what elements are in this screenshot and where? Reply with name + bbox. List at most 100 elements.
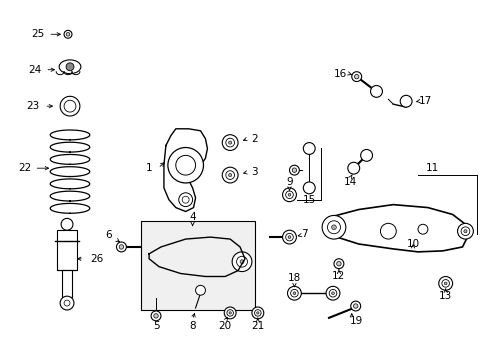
Circle shape bbox=[182, 196, 189, 203]
Circle shape bbox=[303, 182, 315, 194]
Text: 12: 12 bbox=[332, 271, 345, 282]
Circle shape bbox=[195, 285, 205, 295]
Circle shape bbox=[285, 233, 293, 241]
Circle shape bbox=[328, 289, 336, 297]
Text: 25: 25 bbox=[31, 29, 44, 39]
Circle shape bbox=[179, 193, 192, 207]
Ellipse shape bbox=[59, 60, 81, 74]
Circle shape bbox=[116, 242, 126, 252]
Circle shape bbox=[66, 32, 70, 36]
Bar bbox=[62, 270, 72, 297]
Circle shape bbox=[289, 165, 299, 175]
Circle shape bbox=[60, 296, 74, 310]
Circle shape bbox=[66, 63, 74, 71]
Circle shape bbox=[232, 252, 251, 271]
Circle shape bbox=[441, 280, 448, 287]
Circle shape bbox=[351, 72, 361, 82]
Text: 23: 23 bbox=[26, 101, 39, 111]
Text: 14: 14 bbox=[344, 177, 357, 187]
Circle shape bbox=[417, 224, 427, 234]
Circle shape bbox=[370, 85, 382, 97]
Text: 8: 8 bbox=[189, 321, 196, 331]
Circle shape bbox=[167, 148, 203, 183]
Circle shape bbox=[226, 310, 233, 316]
Circle shape bbox=[322, 215, 345, 239]
Circle shape bbox=[254, 310, 261, 316]
Circle shape bbox=[438, 276, 452, 290]
Circle shape bbox=[240, 260, 244, 264]
Circle shape bbox=[119, 245, 123, 249]
Text: 10: 10 bbox=[406, 239, 419, 249]
Text: 3: 3 bbox=[251, 167, 258, 177]
Circle shape bbox=[353, 304, 357, 308]
Text: 6: 6 bbox=[105, 230, 112, 240]
Text: 7: 7 bbox=[301, 229, 307, 239]
Text: 4: 4 bbox=[189, 212, 196, 222]
Text: 16: 16 bbox=[334, 69, 347, 79]
Circle shape bbox=[333, 259, 343, 269]
Circle shape bbox=[228, 312, 231, 314]
Circle shape bbox=[457, 223, 472, 239]
Circle shape bbox=[65, 102, 74, 111]
Circle shape bbox=[336, 261, 341, 266]
Text: 11: 11 bbox=[426, 163, 439, 173]
Circle shape bbox=[154, 314, 158, 318]
Text: 22: 22 bbox=[18, 163, 31, 173]
Text: 19: 19 bbox=[349, 316, 363, 326]
Circle shape bbox=[225, 138, 234, 147]
Text: 1: 1 bbox=[145, 163, 152, 173]
Circle shape bbox=[325, 286, 339, 300]
Text: 9: 9 bbox=[285, 177, 292, 187]
Circle shape bbox=[228, 174, 231, 177]
Text: 17: 17 bbox=[418, 96, 432, 106]
Circle shape bbox=[60, 96, 80, 116]
Circle shape bbox=[399, 95, 411, 107]
Text: 15: 15 bbox=[302, 195, 315, 205]
Circle shape bbox=[444, 282, 446, 285]
Circle shape bbox=[236, 256, 247, 267]
Circle shape bbox=[360, 149, 372, 161]
Circle shape bbox=[285, 191, 293, 199]
Circle shape bbox=[251, 307, 263, 319]
Circle shape bbox=[151, 311, 161, 321]
Circle shape bbox=[282, 230, 296, 244]
Circle shape bbox=[61, 219, 73, 230]
Bar bbox=[141, 221, 254, 310]
Circle shape bbox=[228, 141, 231, 144]
Circle shape bbox=[347, 162, 359, 174]
Text: 20: 20 bbox=[218, 321, 231, 331]
Text: 21: 21 bbox=[251, 321, 264, 331]
Circle shape bbox=[256, 312, 259, 314]
Circle shape bbox=[287, 236, 290, 238]
Circle shape bbox=[380, 223, 395, 239]
Circle shape bbox=[225, 171, 234, 179]
Text: 18: 18 bbox=[287, 274, 301, 283]
Circle shape bbox=[303, 143, 315, 154]
Text: 2: 2 bbox=[251, 134, 258, 144]
Circle shape bbox=[331, 292, 334, 294]
Circle shape bbox=[460, 227, 469, 235]
Circle shape bbox=[64, 100, 76, 112]
Circle shape bbox=[282, 188, 296, 202]
Circle shape bbox=[175, 156, 195, 175]
Circle shape bbox=[354, 75, 358, 79]
Circle shape bbox=[222, 135, 238, 150]
Text: 13: 13 bbox=[438, 291, 451, 301]
Circle shape bbox=[292, 292, 295, 294]
Text: 26: 26 bbox=[90, 254, 103, 264]
Circle shape bbox=[224, 307, 236, 319]
Circle shape bbox=[331, 225, 336, 230]
Circle shape bbox=[64, 30, 72, 38]
Circle shape bbox=[287, 286, 301, 300]
Text: 5: 5 bbox=[152, 321, 159, 331]
Circle shape bbox=[222, 167, 238, 183]
Circle shape bbox=[292, 168, 296, 172]
Circle shape bbox=[64, 300, 70, 306]
Text: 24: 24 bbox=[28, 65, 41, 75]
Bar bbox=[57, 230, 77, 270]
Circle shape bbox=[350, 301, 360, 311]
Circle shape bbox=[327, 221, 340, 234]
Circle shape bbox=[287, 193, 290, 196]
Circle shape bbox=[290, 289, 298, 297]
Circle shape bbox=[463, 230, 466, 233]
